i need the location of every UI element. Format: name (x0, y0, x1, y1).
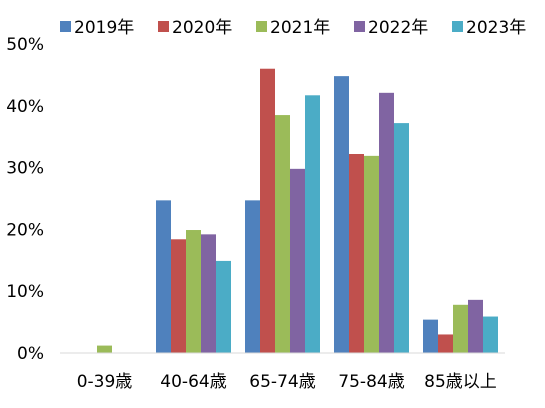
bar-2021年-65-74歳 (275, 115, 290, 353)
legend-swatch (256, 21, 267, 32)
x-tick-label: 65-74歳 (249, 372, 315, 392)
legend-label: 2019年 (74, 18, 134, 38)
legend-label: 2021年 (270, 18, 330, 38)
legend-label: 2020年 (172, 18, 232, 38)
legend-swatch (60, 21, 71, 32)
legend: 2019年 2020年 2021年 2022年 2023年 (60, 18, 526, 38)
bar-2023年-75-84歳 (394, 123, 409, 353)
bar-2021年-0-39歳 (97, 345, 112, 353)
bar-2022年-65-74歳 (290, 168, 305, 353)
bar-2020年-85歳以上 (438, 334, 453, 353)
x-tick-label: 0-39歳 (77, 372, 133, 392)
y-tick-label: 50% (6, 35, 44, 55)
x-axis: 0-39歳 40-64歳 65-74歳 75-84歳 85歳以上 (60, 352, 505, 392)
bars (97, 68, 498, 354)
bar-2020年-65-74歳 (260, 68, 275, 353)
legend-swatch (158, 21, 169, 32)
bar-2020年-75-84歳 (349, 154, 364, 353)
y-axis: 0% 10% 20% 30% 40% 50% (6, 35, 44, 364)
y-tick-label: 40% (6, 97, 44, 117)
legend-label: 2023年 (466, 18, 526, 38)
x-tick-label: 40-64歳 (160, 372, 226, 392)
y-tick-label: 30% (6, 159, 44, 179)
bar-2023年-40-64歳 (216, 260, 231, 353)
bar-2019年-65-74歳 (245, 200, 260, 353)
bar-2019年-40-64歳 (156, 200, 171, 353)
legend-label: 2022年 (368, 18, 428, 38)
bar-2021年-40-64歳 (186, 230, 201, 353)
bar-2022年-75-84歳 (379, 92, 394, 354)
bar-2023年-85歳以上 (483, 316, 498, 353)
legend-swatch (354, 21, 365, 32)
x-tick-label: 75-84歳 (338, 372, 404, 392)
bar-2022年-85歳以上 (468, 299, 483, 353)
bar-2021年-85歳以上 (453, 304, 468, 353)
bar-2019年-85歳以上 (423, 319, 438, 353)
y-tick-label: 0% (17, 344, 44, 364)
legend-swatch (452, 21, 463, 32)
bar-2022年-40-64歳 (201, 234, 216, 353)
bar-2020年-40-64歳 (171, 239, 186, 353)
y-tick-label: 10% (6, 282, 44, 302)
y-tick-label: 20% (6, 220, 44, 240)
bar-2021年-75-84歳 (364, 155, 379, 353)
x-tick-label: 85歳以上 (424, 372, 497, 392)
bar-2023年-65-74歳 (305, 95, 320, 353)
bar-2019年-75-84歳 (334, 76, 349, 354)
